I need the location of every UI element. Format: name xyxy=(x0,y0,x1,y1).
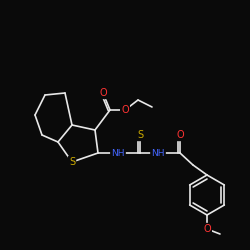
Text: NH: NH xyxy=(151,148,165,158)
Text: O: O xyxy=(99,88,107,98)
Text: O: O xyxy=(176,130,184,140)
Text: S: S xyxy=(69,157,75,167)
Text: O: O xyxy=(203,224,211,234)
Text: S: S xyxy=(137,130,143,140)
Text: NH: NH xyxy=(111,148,125,158)
Text: O: O xyxy=(121,105,129,115)
